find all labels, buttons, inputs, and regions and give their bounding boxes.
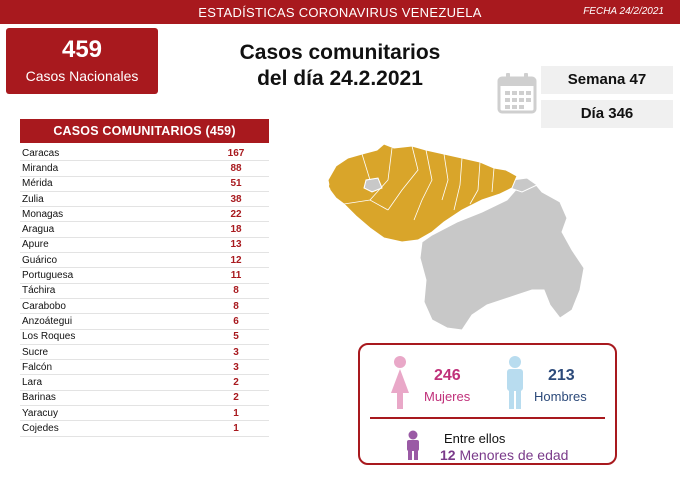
state-name: Anzoátegui bbox=[22, 315, 73, 327]
state-name: Falcón bbox=[22, 361, 53, 373]
state-name: Carabobo bbox=[22, 300, 66, 312]
women-label: Mujeres bbox=[424, 389, 471, 404]
state-case-count: 22 bbox=[230, 208, 242, 220]
headline-line-1: Casos comunitarios bbox=[239, 41, 441, 64]
state-name: Los Roques bbox=[22, 331, 76, 343]
state-case-count: 1 bbox=[233, 407, 239, 419]
among-label: Entre ellos bbox=[444, 431, 506, 446]
men-label: Hombres bbox=[534, 389, 587, 404]
state-name: Cojedes bbox=[22, 422, 59, 434]
state-case-count: 167 bbox=[227, 147, 245, 159]
calendar-icon bbox=[497, 73, 537, 114]
national-cases-box: 459 Casos Nacionales bbox=[6, 28, 158, 94]
week-badge: Semana 47 bbox=[541, 66, 673, 94]
table-row: Cojedes 1 bbox=[20, 421, 269, 437]
gender-breakdown-panel: 246 Mujeres 213 Hombres Entre ellos 12 M… bbox=[358, 343, 617, 465]
state-name: Barinas bbox=[22, 392, 56, 404]
state-name: Monagas bbox=[22, 208, 64, 220]
state-case-count: 2 bbox=[233, 392, 239, 404]
header-bar: ESTADÍSTICAS CORONAVIRUS VENEZUELA FECHA… bbox=[0, 0, 680, 24]
table-row: Guárico 12 bbox=[20, 253, 269, 269]
state-name: Zulia bbox=[22, 193, 44, 205]
state-case-count: 6 bbox=[233, 315, 239, 327]
state-name: Portuguesa bbox=[22, 270, 74, 282]
minors-count: 12 bbox=[440, 447, 456, 463]
state-case-count: 2 bbox=[233, 377, 239, 389]
table-row: Los Roques 5 bbox=[20, 330, 269, 345]
state-case-count: 18 bbox=[230, 224, 242, 236]
men-count: 213 bbox=[548, 367, 575, 384]
header-date: FECHA 24/2/2021 bbox=[583, 6, 664, 17]
table-row: Anzoátegui 6 bbox=[20, 314, 269, 330]
state-name: Yaracuy bbox=[22, 407, 58, 419]
table-row: Portuguesa 11 bbox=[20, 268, 269, 284]
state-name: Apure bbox=[22, 239, 49, 251]
state-case-count: 1 bbox=[233, 422, 239, 434]
table-row: Caracas 167 bbox=[20, 146, 269, 162]
minors-line: 12 Menores de edad bbox=[440, 447, 568, 463]
table-row: Zulia 38 bbox=[20, 192, 269, 208]
state-case-count: 11 bbox=[230, 270, 242, 282]
state-name: Sucre bbox=[22, 346, 49, 358]
child-icon bbox=[407, 430, 419, 460]
table-row: Aragua 18 bbox=[20, 222, 269, 238]
table-row: Lara 2 bbox=[20, 375, 269, 391]
state-case-count: 88 bbox=[230, 162, 242, 174]
state-case-count: 3 bbox=[233, 361, 239, 373]
state-case-count: 38 bbox=[230, 193, 242, 205]
state-name: Guárico bbox=[22, 254, 58, 266]
headline-line-2: del día 24.2.2021 bbox=[257, 67, 423, 90]
page-title: Casos comunitarios del día 24.2.2021 bbox=[220, 40, 460, 92]
state-name: Caracas bbox=[22, 147, 60, 159]
state-name: Táchira bbox=[22, 285, 56, 297]
state-case-count: 8 bbox=[233, 285, 239, 297]
state-case-count: 13 bbox=[230, 239, 242, 251]
state-case-count: 5 bbox=[233, 331, 239, 343]
table-row: Falcón 3 bbox=[20, 360, 269, 376]
table-row: Monagas 22 bbox=[20, 207, 269, 223]
state-name: Aragua bbox=[22, 224, 55, 236]
map-region-affected bbox=[327, 143, 518, 243]
state-name: Miranda bbox=[22, 162, 59, 174]
state-case-count: 8 bbox=[233, 300, 239, 312]
table-row: Sucre 3 bbox=[20, 345, 269, 361]
cases-table: Caracas 167 Miranda 88 Mérida 51 Zulia 38 Monaga… bbox=[20, 146, 269, 437]
table-row: Carabobo 8 bbox=[20, 299, 269, 315]
national-cases-label: Casos Nacionales bbox=[25, 68, 139, 84]
table-row: Miranda 88 bbox=[20, 161, 269, 177]
man-icon bbox=[507, 356, 523, 409]
table-row: Barinas 2 bbox=[20, 391, 269, 407]
day-badge: Día 346 bbox=[541, 100, 673, 128]
state-case-count: 3 bbox=[233, 346, 239, 358]
women-count: 246 bbox=[434, 367, 461, 384]
cases-table-title: CASOS COMUNITARIOS (459) bbox=[20, 119, 269, 143]
state-case-count: 51 bbox=[230, 178, 242, 190]
woman-icon bbox=[391, 356, 409, 409]
state-case-count: 12 bbox=[230, 254, 242, 266]
venezuela-map bbox=[327, 143, 585, 331]
national-cases-count: 459 bbox=[61, 36, 103, 63]
header-title: ESTADÍSTICAS CORONAVIRUS VENEZUELA bbox=[198, 5, 482, 20]
minors-label: Menores de edad bbox=[459, 447, 569, 463]
table-row: Mérida 51 bbox=[20, 177, 269, 192]
panel-divider bbox=[370, 417, 605, 419]
table-row: Apure 13 bbox=[20, 238, 269, 254]
state-name: Lara bbox=[22, 377, 43, 389]
table-row: Yaracuy 1 bbox=[20, 406, 269, 422]
table-row: Táchira 8 bbox=[20, 284, 269, 299]
state-name: Mérida bbox=[22, 178, 53, 190]
